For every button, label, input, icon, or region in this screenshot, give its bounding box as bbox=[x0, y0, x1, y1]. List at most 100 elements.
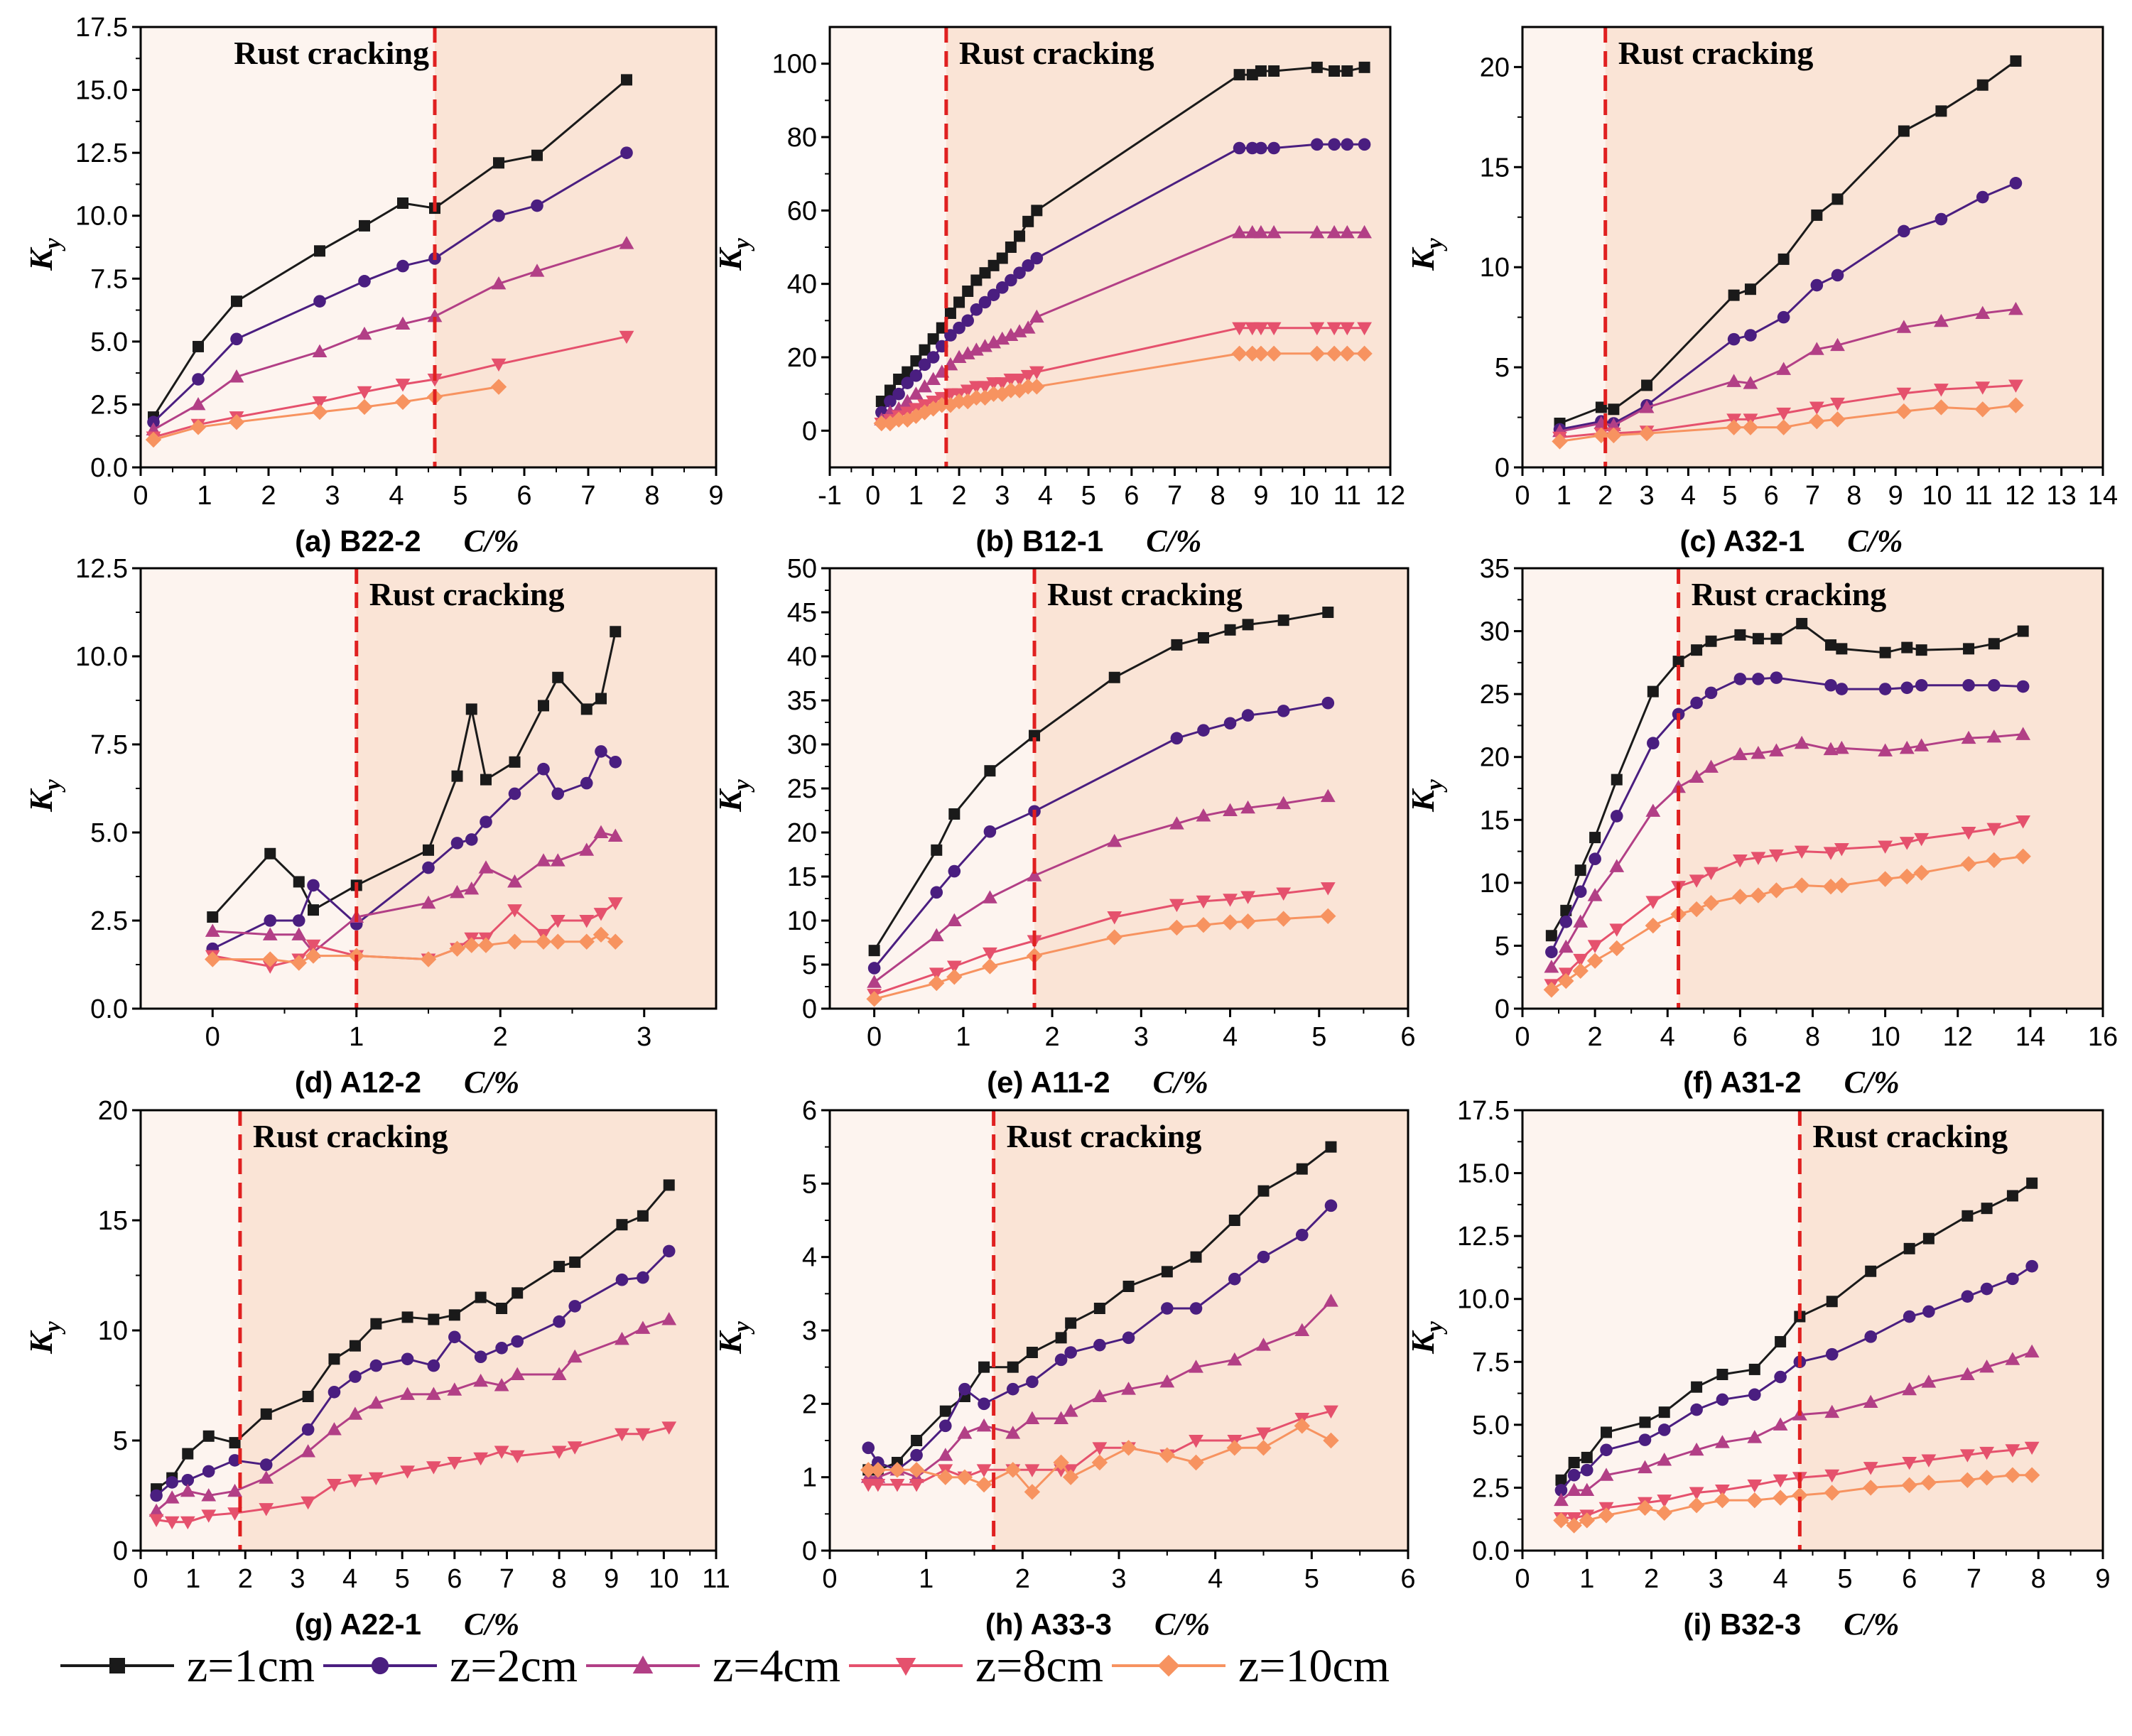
post-crack-region bbox=[1800, 1110, 2103, 1551]
y-tick-label: 40 bbox=[787, 642, 817, 672]
data-point bbox=[1774, 1370, 1787, 1384]
data-point bbox=[2005, 1444, 2020, 1458]
data-point bbox=[1326, 345, 1343, 362]
data-point bbox=[1878, 840, 1893, 854]
data-point bbox=[1554, 1484, 1568, 1497]
data-point bbox=[423, 844, 434, 856]
data-point bbox=[1748, 1363, 1760, 1375]
data-point bbox=[1309, 224, 1325, 239]
y-tick-label: 20 bbox=[787, 818, 817, 848]
data-point bbox=[1688, 901, 1705, 918]
y-tick-label: 2 bbox=[802, 1389, 817, 1419]
data-point bbox=[1012, 374, 1027, 387]
data-point bbox=[1170, 732, 1184, 745]
data-point bbox=[1903, 1242, 1915, 1254]
data-point bbox=[494, 1378, 509, 1391]
data-point bbox=[580, 703, 592, 715]
data-point bbox=[970, 274, 983, 286]
x-tick-label: 0 bbox=[133, 1564, 148, 1594]
data-point bbox=[368, 1472, 384, 1486]
data-point bbox=[1688, 1497, 1705, 1514]
data-point bbox=[551, 787, 565, 801]
data-point bbox=[291, 927, 307, 940]
data-point bbox=[2004, 1467, 2021, 1483]
data-point bbox=[182, 1448, 194, 1460]
data-point bbox=[1732, 747, 1748, 761]
y-tick-label: 10 bbox=[1480, 869, 1510, 899]
rust-cracking-label: Rust cracking bbox=[959, 35, 1154, 71]
data-point bbox=[1639, 400, 1655, 413]
data-point bbox=[1029, 729, 1041, 742]
legend-item-z-10cm: z=10cm bbox=[1112, 1640, 1390, 1692]
data-point bbox=[968, 389, 985, 406]
data-point bbox=[1581, 1451, 1593, 1463]
y-tick-label: 15 bbox=[1480, 805, 1510, 835]
x-tick-label: 14 bbox=[2088, 481, 2118, 511]
data-point bbox=[150, 1489, 163, 1502]
data-point bbox=[1914, 832, 1930, 847]
data-point bbox=[1031, 205, 1043, 217]
data-point bbox=[925, 401, 941, 417]
data-point bbox=[230, 332, 243, 346]
data-point bbox=[1961, 730, 1976, 744]
data-point bbox=[1776, 407, 1792, 421]
data-point bbox=[1975, 305, 1991, 319]
data-point bbox=[1641, 379, 1653, 391]
y-tick-label: 7.5 bbox=[1472, 1347, 1510, 1377]
data-point bbox=[1233, 141, 1246, 155]
x-tick-label: 8 bbox=[2031, 1564, 2046, 1594]
data-point bbox=[465, 703, 477, 715]
data-point bbox=[1752, 673, 1765, 685]
y-axis-label: Ky bbox=[23, 1320, 66, 1355]
data-point bbox=[1108, 671, 1120, 683]
data-point bbox=[148, 1514, 164, 1527]
data-point bbox=[568, 1300, 581, 1313]
x-tick-label: 1 bbox=[1579, 1564, 1594, 1594]
data-point bbox=[637, 1210, 649, 1222]
series-z-4cm bbox=[148, 1312, 677, 1517]
data-point bbox=[1189, 1302, 1203, 1315]
y-tick-label: 5 bbox=[1495, 353, 1510, 383]
x-tick-label: 2 bbox=[1045, 1022, 1060, 1052]
data-point bbox=[1296, 1163, 1308, 1175]
data-point bbox=[1831, 268, 1844, 282]
data-point bbox=[1228, 1215, 1240, 1226]
data-point bbox=[1580, 1463, 1593, 1477]
data-point bbox=[512, 1287, 524, 1299]
series-line bbox=[153, 242, 627, 431]
data-point bbox=[1933, 399, 1949, 416]
x-tick-label: 7 bbox=[1167, 481, 1182, 511]
data-point bbox=[1824, 1469, 1840, 1483]
data-point bbox=[1770, 671, 1783, 684]
data-point bbox=[396, 259, 409, 273]
data-point bbox=[983, 825, 997, 838]
data-point bbox=[960, 384, 975, 398]
series-z-10cm bbox=[866, 908, 1336, 1007]
data-point bbox=[1022, 215, 1034, 227]
data-point bbox=[1223, 717, 1237, 730]
x-tick-label: 1 bbox=[1557, 481, 1571, 511]
data-point bbox=[1545, 930, 1557, 942]
data-point bbox=[1865, 1265, 1877, 1277]
data-point bbox=[1121, 1382, 1136, 1395]
pre-crack-region bbox=[1522, 27, 1606, 467]
y-axis-label: Ky bbox=[23, 237, 66, 271]
data-point bbox=[1240, 800, 1255, 814]
data-point bbox=[551, 1367, 567, 1380]
data-point bbox=[899, 411, 916, 428]
data-point bbox=[1962, 678, 1975, 692]
data-point bbox=[450, 884, 465, 899]
data-point bbox=[201, 1488, 217, 1502]
y-tick-label: 17.5 bbox=[1457, 1096, 1510, 1126]
series-z-4cm bbox=[1552, 301, 2023, 438]
data-point bbox=[953, 321, 965, 335]
x-tick-label: 3 bbox=[1134, 1022, 1149, 1052]
data-point bbox=[1899, 837, 1915, 850]
data-point bbox=[946, 969, 963, 985]
data-point bbox=[2008, 379, 2023, 393]
data-point bbox=[929, 928, 944, 942]
data-point bbox=[1356, 345, 1373, 362]
y-tick-label: 10 bbox=[1480, 253, 1510, 283]
y-tick-label: 6 bbox=[802, 1096, 817, 1126]
data-point bbox=[420, 951, 437, 967]
